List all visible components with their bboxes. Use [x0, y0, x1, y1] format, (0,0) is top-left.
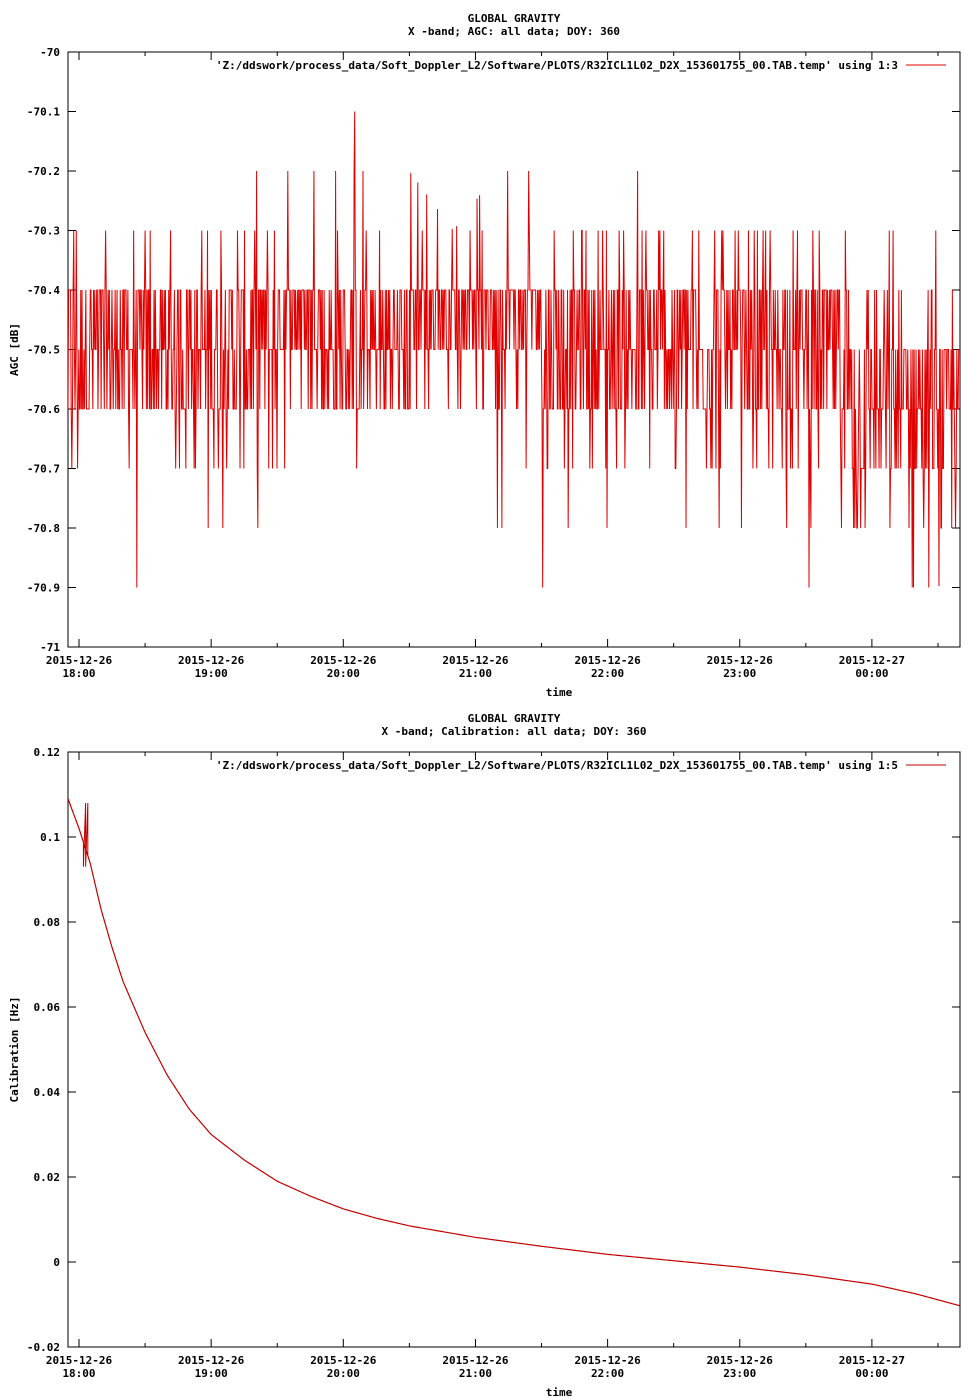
- x-tick-date-label: 2015-12-26: [707, 654, 774, 667]
- y-tick-label: -70.9: [27, 582, 60, 595]
- x-tick-date-label: 2015-12-26: [574, 1354, 641, 1367]
- y-tick-label: -70.5: [27, 344, 60, 357]
- plot-frame: [67, 751, 961, 1348]
- y-tick-label: -70.2: [27, 165, 60, 178]
- x-tick-date-label: 2015-12-26: [46, 1354, 113, 1367]
- y-tick-label: 0: [53, 1256, 60, 1269]
- x-tick-time-label: 19:00: [195, 667, 228, 680]
- y-tick-label: 0.08: [34, 916, 61, 929]
- y-tick-label: -70.1: [27, 106, 60, 119]
- x-tick-time-label: 18:00: [62, 667, 95, 680]
- x-tick-date-label: 2015-12-26: [442, 654, 509, 667]
- y-tick-label: -70.3: [27, 225, 60, 238]
- x-tick-date-label: 2015-12-27: [839, 654, 905, 667]
- chart-subtitle: X -band; Calibration: all data; DOY: 360: [382, 725, 647, 738]
- y-tick-label: -70.7: [27, 463, 60, 476]
- y-tick-label: 0.12: [34, 746, 61, 759]
- y-tick-label: -71: [40, 641, 60, 654]
- x-tick-date-label: 2015-12-26: [442, 1354, 509, 1367]
- y-tick-label: 0.06: [34, 1001, 61, 1014]
- y-tick-label: -70.6: [27, 403, 60, 416]
- y-tick-label: 0.02: [34, 1171, 61, 1184]
- x-tick-date-label: 2015-12-26: [707, 1354, 774, 1367]
- x-tick-time-label: 23:00: [723, 1367, 756, 1380]
- legend-label: 'Z:/ddswork/process_data/Soft_Doppler_L2…: [216, 59, 898, 72]
- chart-title: GLOBAL GRAVITY: [468, 12, 561, 25]
- series-spike: [82, 802, 89, 867]
- x-tick-time-label: 00:00: [855, 1367, 888, 1380]
- y-axis-label: AGC [dB]: [8, 323, 21, 376]
- series-line: [68, 111, 960, 588]
- x-tick-time-label: 23:00: [723, 667, 756, 680]
- series-line: [68, 798, 960, 1307]
- y-tick-label: 0.04: [34, 1086, 61, 1099]
- x-axis-label: time: [546, 1386, 573, 1399]
- y-tick-label: -70: [40, 46, 60, 59]
- x-tick-date-label: 2015-12-26: [178, 1354, 245, 1367]
- x-tick-time-label: 21:00: [459, 667, 492, 680]
- y-axis-label: Calibration [Hz]: [8, 997, 21, 1103]
- x-tick-time-label: 18:00: [62, 1367, 95, 1380]
- y-tick-label: -70.4: [27, 284, 60, 297]
- y-tick-label: -0.02: [27, 1341, 60, 1354]
- chart-subtitle: X -band; AGC: all data; DOY: 360: [408, 25, 620, 38]
- y-tick-label: -70.8: [27, 522, 60, 535]
- x-tick-date-label: 2015-12-26: [178, 654, 245, 667]
- x-tick-time-label: 20:00: [327, 1367, 360, 1380]
- x-tick-date-label: 2015-12-26: [310, 654, 377, 667]
- x-axis-label: time: [546, 686, 573, 699]
- x-tick-time-label: 00:00: [855, 667, 888, 680]
- x-tick-date-label: 2015-12-27: [839, 1354, 905, 1367]
- x-tick-time-label: 21:00: [459, 1367, 492, 1380]
- x-tick-date-label: 2015-12-26: [310, 1354, 377, 1367]
- x-tick-time-label: 22:00: [591, 667, 624, 680]
- x-tick-date-label: 2015-12-26: [46, 654, 113, 667]
- chart-title: GLOBAL GRAVITY: [468, 712, 561, 725]
- x-tick-time-label: 19:00: [195, 1367, 228, 1380]
- legend-label: 'Z:/ddswork/process_data/Soft_Doppler_L2…: [216, 759, 898, 772]
- x-tick-time-label: 22:00: [591, 1367, 624, 1380]
- y-tick-label: 0.1: [40, 831, 60, 844]
- x-tick-time-label: 20:00: [327, 667, 360, 680]
- x-tick-date-label: 2015-12-26: [574, 654, 641, 667]
